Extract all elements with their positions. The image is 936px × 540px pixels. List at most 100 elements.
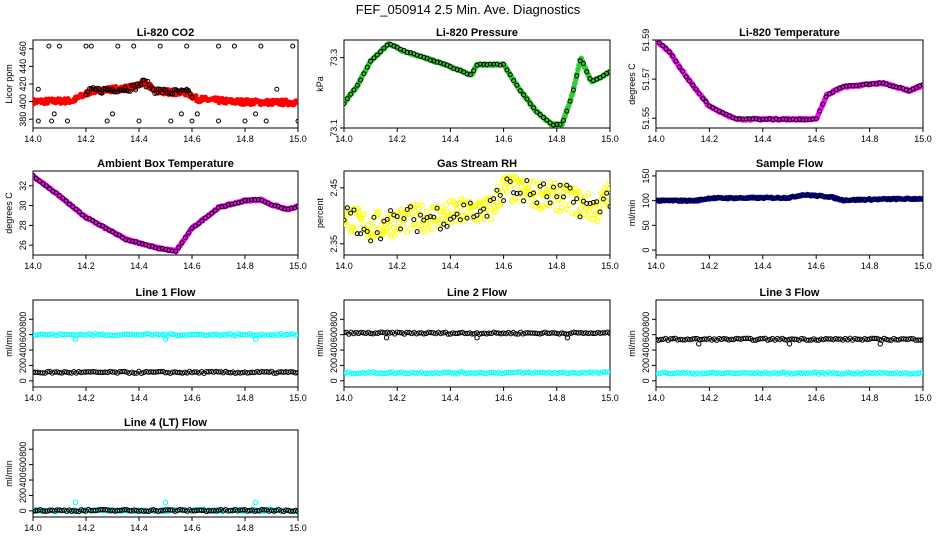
x-tick-label: 14.2 <box>388 261 406 271</box>
y-axis-label: degrees C <box>4 192 14 234</box>
data-point <box>720 196 726 202</box>
data-point <box>467 200 473 206</box>
data-point <box>454 67 460 73</box>
x-tick-label: 15.0 <box>289 523 307 533</box>
data-point <box>779 369 785 376</box>
x-tick-label: 14.4 <box>130 134 148 144</box>
data-point <box>568 210 575 216</box>
data-point <box>374 52 380 58</box>
data-point <box>813 193 819 199</box>
data-point <box>182 235 188 241</box>
data-point <box>57 193 62 199</box>
data-point <box>525 184 532 191</box>
data-point <box>96 222 102 228</box>
data-point <box>594 218 601 224</box>
data-point <box>157 332 164 338</box>
plot-points <box>33 172 298 255</box>
data-point <box>295 508 298 515</box>
data-point <box>488 369 495 376</box>
data-point <box>138 332 145 338</box>
x-tick-label: 14.2 <box>77 134 95 144</box>
y-tick-label: 800 <box>18 312 28 327</box>
data-point <box>658 197 663 203</box>
x-tick-label: 15.0 <box>914 393 932 403</box>
data-point <box>438 330 444 337</box>
data-point <box>110 111 115 117</box>
data-point <box>121 368 128 375</box>
data-point <box>83 43 89 49</box>
data-point <box>596 213 603 219</box>
plot-box_temp: Ambient Box Temperature 14.0 14.2 14.4 14.6 1… <box>4 158 307 271</box>
data-point <box>567 98 573 104</box>
data-point <box>445 331 451 337</box>
data-point <box>138 370 145 376</box>
data-point <box>789 371 795 377</box>
data-point <box>244 508 251 514</box>
data-point <box>716 195 721 201</box>
x-tick-label: 14.0 <box>24 393 42 403</box>
data-point <box>172 332 178 338</box>
data-point <box>70 204 76 210</box>
y-tick-label: 50 <box>641 220 651 230</box>
data-point <box>571 370 577 376</box>
data-point <box>225 202 231 208</box>
data-point <box>575 189 582 196</box>
data-point <box>431 204 438 211</box>
data-point <box>232 201 238 207</box>
data-point <box>698 196 703 202</box>
x-tick-label: 15.0 <box>601 134 619 144</box>
data-point <box>660 369 666 376</box>
data-point <box>295 98 298 104</box>
data-point <box>537 369 543 375</box>
data-point <box>278 205 284 211</box>
data-point <box>216 43 221 49</box>
data-point <box>907 197 912 202</box>
data-point <box>414 211 421 218</box>
data-point <box>189 118 195 124</box>
data-point <box>658 370 664 377</box>
data-point <box>817 108 823 114</box>
data-point <box>177 506 183 513</box>
data-point <box>916 196 921 202</box>
data-point <box>566 370 572 377</box>
data-point <box>487 210 494 216</box>
y-axis-label: percent <box>315 197 325 228</box>
data-point <box>764 337 771 343</box>
data-point <box>607 369 610 376</box>
data-point <box>559 197 566 204</box>
data-point <box>481 61 487 67</box>
data-point <box>563 331 570 337</box>
data-point <box>818 369 824 376</box>
data-point <box>692 335 698 342</box>
data-point <box>585 190 592 197</box>
data-point <box>285 507 292 514</box>
data-point <box>88 43 94 49</box>
data-point <box>553 207 560 214</box>
data-point <box>464 71 470 77</box>
data-point <box>235 508 241 514</box>
data-point <box>459 212 466 219</box>
data-point <box>562 181 569 188</box>
y-tick-label: 2.45 <box>329 179 339 197</box>
data-point <box>368 58 374 64</box>
y-tick-label: 400 <box>641 343 651 358</box>
plot-points <box>344 329 610 377</box>
data-point <box>604 369 610 375</box>
data-point <box>911 197 917 202</box>
data-point <box>767 371 773 377</box>
y-tick-label: 440 <box>18 59 28 74</box>
plot-title: Line 4 (LT) Flow <box>124 417 207 429</box>
data-point <box>136 240 142 246</box>
x-tick-label: 15.0 <box>289 134 307 144</box>
data-point <box>49 370 55 376</box>
data-point <box>550 122 556 128</box>
data-point <box>167 507 174 513</box>
data-point <box>178 111 184 117</box>
data-point <box>68 332 75 338</box>
data-point <box>898 371 904 377</box>
data-point <box>516 198 523 205</box>
data-point <box>394 370 400 376</box>
data-point <box>476 331 483 337</box>
data-point <box>558 204 565 211</box>
data-point <box>454 211 460 217</box>
